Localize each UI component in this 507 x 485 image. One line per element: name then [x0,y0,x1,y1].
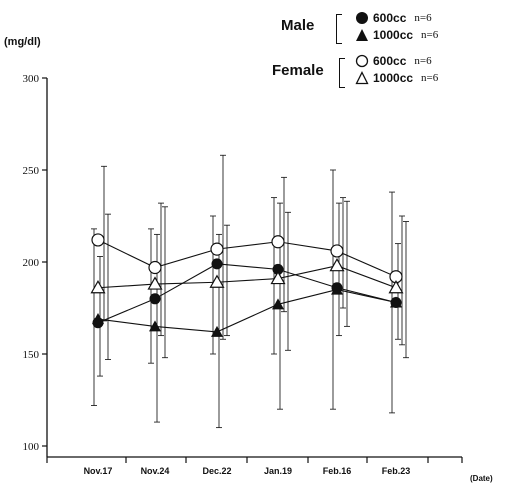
data-point [147,276,163,290]
legend-label: 1000cc [373,71,414,85]
legend-brace-female [339,58,345,88]
legend-brace-male [336,14,342,44]
legend-label: 600cc [373,54,407,68]
series-line [97,263,397,324]
x-tick-label: Dec.22 [202,466,231,476]
legend-item-male-600: 600cc n=6 [355,11,432,25]
filled-circle-icon [356,12,368,24]
data-point [149,320,161,332]
legend-group-male: Male [281,17,315,34]
legend-label: 600cc [373,11,407,25]
y-tick-label: 150 [23,349,40,361]
legend-group-female: Female [272,62,324,79]
data-point [329,257,345,272]
data-point [388,280,404,294]
y-tick-label: 100 [23,441,40,453]
data-point [330,244,344,258]
data-point [272,263,284,275]
open-triangle-icon [355,71,369,85]
legend-item-female-600: 600cc n=6 [355,54,432,68]
data-point [331,283,343,295]
error-bars [91,154,409,429]
data-point [210,242,224,256]
series-markers [90,233,404,337]
x-tick-label: Nov.17 [84,466,113,476]
y-tick-label: 250 [23,165,40,177]
data-point [149,293,161,305]
y-tick-label: 200 [23,257,40,269]
chart-axes [42,77,463,463]
x-tick-label: Feb.16 [323,466,352,476]
series-line [97,289,397,333]
series-lines [97,239,397,333]
legend-item-female-1000: 1000cc n=6 [355,71,438,85]
legend-n: n=6 [421,72,439,84]
data-point [211,258,223,270]
legend-n: n=6 [414,12,432,24]
series-line [97,265,397,289]
filled-triangle-icon [356,29,368,41]
data-point [211,325,223,337]
data-point [272,298,284,310]
data-point [390,296,402,308]
legend-item-male-1000: 1000cc n=6 [355,28,438,42]
data-point [92,313,104,325]
data-point [270,270,286,285]
data-point [148,260,162,275]
x-tick-label: Nov.24 [141,466,170,476]
data-point [271,235,285,249]
x-tick-label: Jan.19 [264,466,292,476]
data-point [209,274,225,288]
x-tick-label: Feb.23 [382,466,411,476]
tick-labels: 100 150 200 250 300 Nov.17 Nov.24 Dec.22 Jan.19 F… [23,73,411,476]
data-point [90,280,106,294]
legend-n: n=6 [421,29,439,41]
legend-label: 1000cc [373,28,414,42]
x-axis-label: (Date) [470,474,493,483]
legend-n: n=6 [414,55,432,67]
open-circle-icon [355,54,369,68]
data-point [91,233,105,247]
series-line [97,239,397,278]
y-tick-label: 300 [23,73,40,85]
y-axis-label: (mg/dl) [4,36,41,48]
